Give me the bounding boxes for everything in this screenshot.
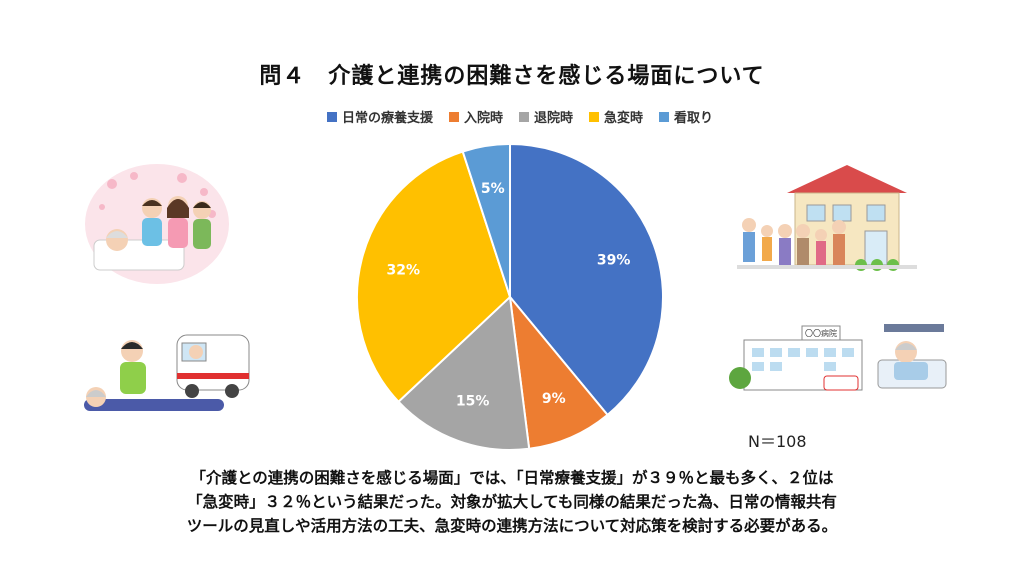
pie-label-3: 32%: [387, 263, 421, 279]
hospital-illustration: 〇〇病院: [729, 324, 947, 391]
emergency-cpr-illustration: [84, 334, 250, 411]
legend-label-daily-care: 日常の療養支援: [341, 111, 433, 126]
legend-swatch-discharge: [518, 111, 529, 122]
legend-item-daily-care: 日常の療養支援: [326, 107, 433, 126]
chart-title: 問４ 介護と連携の困難さを感じる場面について: [259, 64, 765, 89]
legend-swatch-end-of-life: [659, 111, 670, 122]
pie-label-2: 15%: [456, 394, 490, 410]
pie-slice-4: [461, 142, 511, 298]
summary-line-1: 「介護との連携の困難さを感じる場面」では、「日常療養支援」が３９％と最も多く、２…: [190, 469, 834, 487]
pie-slice-3: [356, 150, 512, 404]
sample-size-label: N＝108: [748, 432, 807, 451]
legend-label-admission: 入院時: [463, 111, 503, 126]
legend-swatch-daily-care: [326, 111, 337, 122]
legend-swatch-emergency: [589, 111, 599, 122]
pie-label-0: 39%: [597, 253, 631, 269]
legend-item-admission: 入院時: [448, 107, 503, 126]
legend-label-discharge: 退院時: [533, 111, 573, 126]
pie-slice-2: [397, 294, 531, 451]
pie-chart: 39% 9% 15% 32% 5%: [356, 142, 664, 451]
bedside-family-illustration: [85, 164, 229, 284]
pie-slice-1: [508, 293, 609, 450]
pie-label-1: 9%: [542, 391, 566, 407]
pie-label-4: 5%: [481, 181, 505, 197]
hospital-sign: 〇〇病院: [805, 328, 837, 338]
legend: 日常の療養支援 入院時 退院時 急変時 看取り: [250, 107, 790, 126]
legend-item-discharge: 退院時: [518, 107, 573, 126]
legend-label-end-of-life: 看取り: [674, 111, 714, 126]
legend-swatch-admission: [448, 111, 459, 122]
home-family-illustration: [737, 165, 917, 271]
legend-label-emergency: 急変時: [604, 111, 644, 126]
legend-item-end-of-life: 看取り: [659, 107, 713, 126]
summary-text: 「介護との連携の困難さを感じる場面」では、「日常療養支援」が３９％と最も多く、２…: [40, 466, 984, 538]
pie-slice-0: [509, 142, 664, 417]
legend-item-emergency: 急変時: [589, 107, 643, 126]
summary-line-3: ツールの見直しや活用方法の工夫、急変時の連携方法について対応策を検討する必要があ…: [186, 517, 838, 535]
summary-line-2: 「急変時」３２％という結果だった。対象が拡大しても同様の結果だった為、日常の情報…: [187, 493, 837, 511]
